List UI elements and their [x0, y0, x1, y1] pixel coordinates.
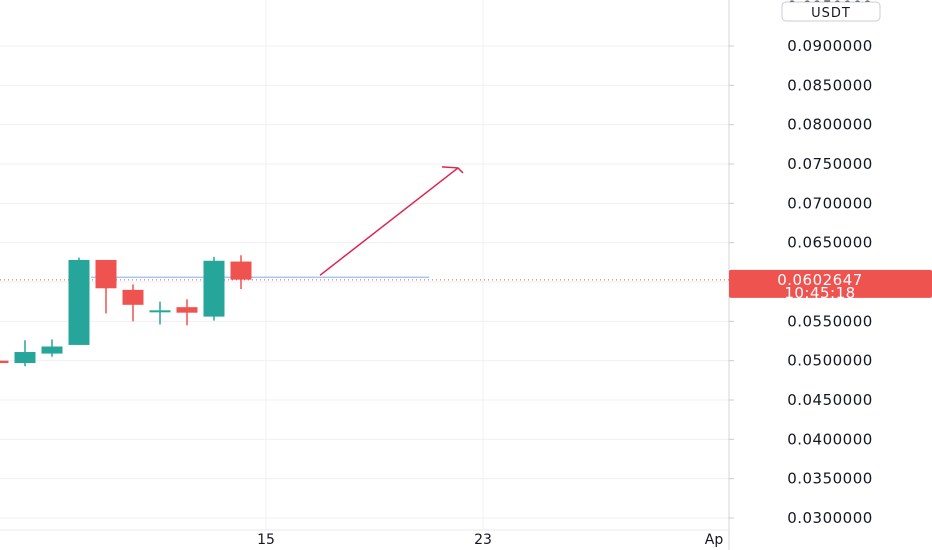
candle-body — [68, 259, 90, 345]
candle-body — [0, 360, 9, 364]
currency-selector-frame[interactable] — [781, 1, 881, 22]
candlestick-series — [0, 255, 252, 367]
price-tick-label: 0.0400000 — [787, 430, 873, 448]
candle — [68, 257, 90, 345]
price-tick-label: 0.0800000 — [787, 116, 873, 134]
time-tick-label: 23 — [474, 532, 492, 548]
current-price-value: 0.0602647 — [777, 271, 863, 289]
candle — [176, 299, 198, 326]
candle — [41, 339, 63, 357]
candle — [14, 340, 36, 367]
price-tick-label: 0.0300000 — [787, 509, 873, 527]
price-tick-label: 0.0650000 — [787, 234, 873, 252]
candle — [230, 255, 252, 290]
current-price-badge-background — [729, 269, 932, 298]
candle — [149, 301, 171, 325]
price-tick-label: 0.0850000 — [787, 76, 873, 94]
candle-countdown: 10:45:18 — [784, 284, 855, 302]
candle — [203, 256, 225, 321]
candle — [95, 259, 117, 314]
time-tick-label: 15 — [257, 532, 275, 548]
candle — [122, 284, 144, 322]
chart-grid — [0, 0, 729, 530]
candle-body — [95, 259, 117, 289]
price-tick-label: 0.0900000 — [787, 37, 873, 55]
currency-label[interactable]: USDT — [811, 6, 851, 21]
trend-arrow-drawing[interactable] — [319, 166, 464, 276]
price-tick-label: 0.0700000 — [787, 194, 873, 212]
currency-selector[interactable]: USDT — [781, 1, 881, 22]
price-tick-label: 0.0750000 — [787, 155, 873, 173]
current-price-badge: 0.0602647 10:45:18 — [729, 269, 932, 302]
candle-body — [14, 352, 36, 364]
price-tick-label: 0.0350000 — [787, 470, 873, 488]
candle-body — [41, 346, 63, 354]
candle-body — [122, 289, 144, 305]
candle-body — [230, 261, 252, 280]
candle-body — [203, 260, 225, 317]
candle-body — [176, 307, 198, 313]
time-axis-labels: 15 23 Ap — [257, 532, 723, 548]
candle — [0, 360, 9, 364]
time-tick-label: Ap — [705, 532, 724, 548]
trend-arrow-head — [441, 166, 464, 174]
price-tick-label: 0.0450000 — [787, 391, 873, 409]
trend-arrow-line — [319, 167, 459, 276]
price-tick-label: 0.0500000 — [787, 352, 873, 370]
candle-body — [149, 310, 171, 313]
price-tick-label: 0.0550000 — [787, 312, 873, 330]
